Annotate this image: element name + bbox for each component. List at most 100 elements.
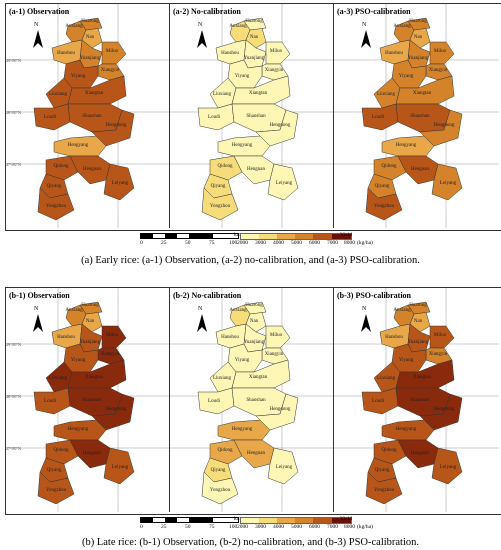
scale-unit: km <box>234 232 242 238</box>
region-label: Nan <box>414 319 423 324</box>
region-label: Huarong <box>245 303 263 308</box>
region-label: Loudi <box>208 399 221 404</box>
region-label: Liuxiang <box>49 376 68 381</box>
arrow-glyph-icon <box>197 30 207 48</box>
region-label: Leiyang <box>112 465 129 470</box>
region-label: Huarong <box>409 19 427 24</box>
region-leiyang <box>103 447 135 485</box>
region-leiyang <box>267 447 299 485</box>
north-label: N <box>34 306 39 312</box>
region-label: Xiangyin <box>101 68 120 73</box>
coord-label: 27°0'0"N <box>6 162 21 167</box>
region-label: Anxiang <box>393 24 411 29</box>
region-label: Hengyang <box>232 143 253 148</box>
region-label: Hengdong <box>106 407 127 412</box>
region-label: Leiyang <box>112 181 129 186</box>
class-label: 6000 <box>309 524 320 530</box>
region-label: Hengnan <box>411 167 430 172</box>
north-arrow-icon: N <box>361 306 371 334</box>
region-label: Yongzhou <box>374 488 395 493</box>
region-label: Leiyang <box>440 181 457 186</box>
region-label: Leiyang <box>276 181 293 186</box>
region-yongzhou <box>201 187 239 221</box>
region-label: Shaoshan <box>82 114 102 119</box>
region-label: Hengyang <box>396 143 417 148</box>
arrow-glyph-icon <box>361 314 371 332</box>
class-label: 5000 <box>291 524 302 530</box>
class-label: 7000 <box>327 240 338 246</box>
region-label: Xiangyin <box>265 68 284 73</box>
region-label: Loudi <box>372 115 385 120</box>
region-label: Yuanjiang <box>408 340 429 345</box>
panel-title: (b-1) Observation <box>9 291 70 300</box>
region-hengdong <box>91 109 135 147</box>
region-label: Hanshou <box>57 51 75 56</box>
region-label: Hanshou <box>385 335 403 340</box>
region-label: Shaoshan <box>246 114 266 119</box>
region-label: Loudi <box>44 399 57 404</box>
choropleth-map: Anxiang Nan Huarong Hanshou Yuanjiang Miluo Xi… <box>170 4 333 228</box>
region-label: Xiangtan <box>85 375 104 380</box>
region-label: Yiyang <box>71 358 86 363</box>
region-label: Liuxiang <box>213 92 232 97</box>
arrow-glyph-icon <box>33 30 43 48</box>
scale-label: 0 <box>140 240 143 246</box>
choropleth-map: Anxiang Nan Huarong Hanshou Yuanjiang Miluo Xi… <box>334 288 499 512</box>
region-huarong <box>243 301 267 315</box>
region-label: Yongzhou <box>210 488 231 493</box>
scale-unit: km <box>234 516 242 522</box>
region-label: Yiyang <box>399 74 414 79</box>
scale-label: 25 <box>161 524 167 530</box>
panel-title: (b-3) PSO-calibration <box>337 291 411 300</box>
map-panel-b2: Anxiang Nan Huarong Hanshou Yuanjiang Miluo Xi… <box>170 288 334 512</box>
class-label: 2000 <box>237 240 248 246</box>
choropleth-map: Anxiang Nan Huarong Hanshou Yuanjiang Miluo Xi… <box>6 288 169 512</box>
region-label: Miluo <box>106 49 119 54</box>
region-label: Qiyang <box>211 468 226 473</box>
class-label: 6000 <box>309 240 320 246</box>
caption-a: (a) Early rice: (a-1) Observation, (a-2)… <box>81 255 420 266</box>
region-label: Miluo <box>434 49 447 54</box>
region-label: Yongzhou <box>46 204 67 209</box>
class-label: 8000 <box>344 524 355 530</box>
coord-label: 28°0'0"N <box>6 394 21 399</box>
late-rice-map-row: Anxiang Nan Huarong Hanshou Yuanjiang Miluo Xi… <box>5 287 501 515</box>
region-label: Hengdong <box>270 407 291 412</box>
region-qidong <box>209 439 243 465</box>
region-label: Anxiang <box>229 24 247 29</box>
region-label: Yuanjiang <box>80 56 101 61</box>
map-panel-a1: Anxiang Nan Huarong Hanshou Yuanjiang Miluo Xi… <box>6 4 170 228</box>
class-label: 2000 <box>237 524 248 530</box>
region-label: Leiyang <box>440 465 457 470</box>
map-panel-b1: Anxiang Nan Huarong Hanshou Yuanjiang Miluo Xi… <box>6 288 170 512</box>
region-label: Liuxiang <box>377 376 396 381</box>
region-huarong <box>79 301 103 315</box>
coord-label: 29°0'0"N <box>6 342 21 347</box>
region-label: Shaoshan <box>410 114 430 119</box>
legend-row-b: 0 25 50 75 100 km 2000 3000 4000 5000 60… <box>140 515 373 537</box>
region-qidong <box>209 155 243 181</box>
class-unit: (kg/ha) <box>357 240 373 246</box>
region-label: Liuxiang <box>49 92 68 97</box>
caption-b: (b) Late rice: (b-1) Observation, (b-2) … <box>81 537 420 548</box>
panel-title: (b-2) No-calibration <box>173 291 242 300</box>
choropleth-map: Anxiang Nan Huarong Hanshou Yuanjiang Miluo Xi… <box>170 288 333 512</box>
region-label: Anxiang <box>65 24 83 29</box>
region-huarong <box>407 301 431 315</box>
legend-title: Yield <box>340 232 352 238</box>
region-label: Yuanjiang <box>408 56 429 61</box>
region-hengdong <box>91 393 135 431</box>
region-label: Xiangtan <box>85 91 104 96</box>
arrow-glyph-icon <box>33 314 43 332</box>
region-label: Qiyang <box>47 184 62 189</box>
region-label: Miluo <box>270 333 283 338</box>
region-qidong <box>373 155 407 181</box>
region-label: Leiyang <box>276 465 293 470</box>
region-label: Miluo <box>106 333 119 338</box>
north-label: N <box>34 22 39 28</box>
region-label: Loudi <box>208 115 221 120</box>
map-panel-b3: Anxiang Nan Huarong Hanshou Yuanjiang Miluo Xi… <box>334 288 499 512</box>
north-arrow-icon: N <box>33 22 43 50</box>
region-label: Huarong <box>245 19 263 24</box>
region-hengdong <box>255 109 299 147</box>
